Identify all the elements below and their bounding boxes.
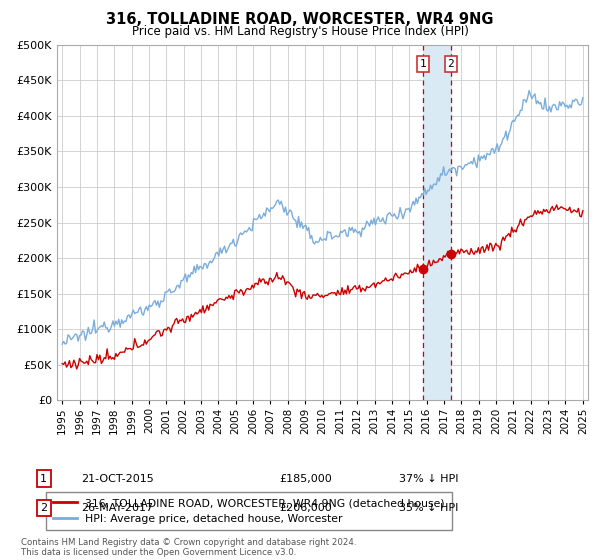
Text: Contains HM Land Registry data © Crown copyright and database right 2024.
This d: Contains HM Land Registry data © Crown c…	[21, 538, 356, 557]
Text: 2: 2	[40, 503, 47, 513]
Text: 35% ↓ HPI: 35% ↓ HPI	[399, 503, 458, 513]
Bar	[424, 45, 451, 400]
Legend: 316, TOLLADINE ROAD, WORCESTER, WR4 9NG (detached house), HPI: Average price, de: 316, TOLLADINE ROAD, WORCESTER, WR4 9NG …	[46, 492, 452, 530]
Text: 37% ↓ HPI: 37% ↓ HPI	[399, 474, 458, 484]
Text: 2: 2	[448, 59, 454, 69]
Text: 26-MAY-2017: 26-MAY-2017	[81, 503, 153, 513]
Text: 316, TOLLADINE ROAD, WORCESTER, WR4 9NG: 316, TOLLADINE ROAD, WORCESTER, WR4 9NG	[106, 12, 494, 27]
Text: Price paid vs. HM Land Registry's House Price Index (HPI): Price paid vs. HM Land Registry's House …	[131, 25, 469, 38]
Text: £206,000: £206,000	[279, 503, 332, 513]
Text: 1: 1	[40, 474, 47, 484]
Text: £185,000: £185,000	[279, 474, 332, 484]
Text: 21-OCT-2015: 21-OCT-2015	[81, 474, 154, 484]
Text: 1: 1	[420, 59, 427, 69]
